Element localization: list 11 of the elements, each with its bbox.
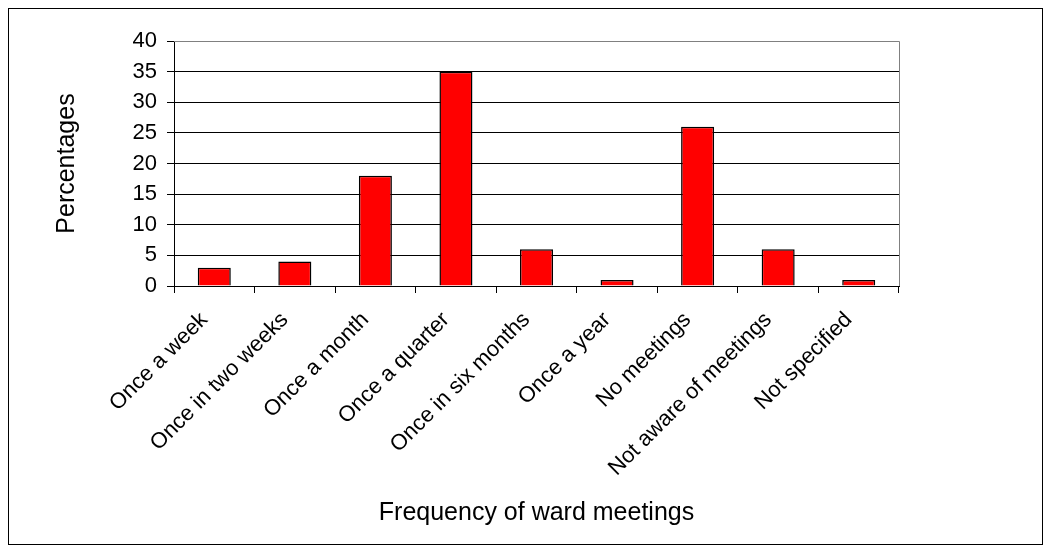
y-tick-label: 20 [132,149,157,175]
y-tick-label: 30 [132,88,157,114]
y-tick-label: 5 [144,241,157,267]
y-tick-label: 15 [132,180,157,206]
y-tick-label: 35 [132,57,157,83]
y-tick-label: 40 [132,27,157,53]
y-tick-label: 25 [132,118,157,144]
y-axis-title: Percentages [50,93,79,234]
x-axis-title: Frequency of ward meetings [378,496,695,525]
y-tick-label: 0 [144,272,157,298]
y-tick-label: 10 [132,210,157,236]
